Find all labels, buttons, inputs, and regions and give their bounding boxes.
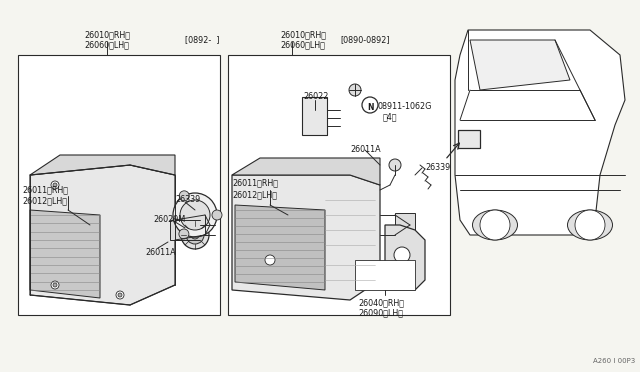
Text: 〨4〩: 〨4〩	[383, 112, 397, 121]
Ellipse shape	[181, 221, 209, 249]
Text: 26090〈LH〉: 26090〈LH〉	[358, 308, 403, 317]
Bar	[458, 130, 480, 148]
Circle shape	[389, 159, 401, 171]
Text: 26011〈RH〉: 26011〈RH〉	[232, 178, 278, 187]
Ellipse shape	[173, 193, 217, 237]
Polygon shape	[232, 175, 380, 300]
Circle shape	[265, 255, 275, 265]
Circle shape	[116, 291, 124, 299]
Text: 26012〈LH〉: 26012〈LH〉	[232, 190, 277, 199]
Bar	[170, 220, 200, 240]
Text: A260 I 00P3: A260 I 00P3	[593, 358, 635, 364]
Circle shape	[397, 265, 407, 275]
Circle shape	[179, 191, 189, 201]
Polygon shape	[232, 158, 380, 185]
Circle shape	[118, 293, 122, 297]
Polygon shape	[455, 30, 625, 235]
Bar	[395, 213, 415, 235]
Text: 26010〈RH〉: 26010〈RH〉	[280, 30, 326, 39]
Polygon shape	[385, 225, 425, 290]
Circle shape	[212, 210, 222, 220]
Ellipse shape	[472, 210, 518, 240]
Polygon shape	[30, 165, 175, 305]
Circle shape	[179, 229, 189, 239]
Ellipse shape	[191, 231, 199, 239]
Text: 26060〈LH〉: 26060〈LH〉	[84, 40, 129, 49]
Circle shape	[53, 283, 57, 287]
Circle shape	[349, 84, 361, 96]
Circle shape	[480, 210, 510, 240]
Text: 26339: 26339	[175, 195, 200, 204]
Polygon shape	[30, 210, 100, 298]
Text: 26012〈LH〉: 26012〈LH〉	[22, 196, 67, 205]
Text: 26339: 26339	[425, 163, 451, 172]
Bar	[355, 260, 415, 290]
Text: 26060〈LH〉: 26060〈LH〉	[280, 40, 325, 49]
Bar	[18, 55, 220, 315]
Ellipse shape	[180, 200, 210, 230]
Circle shape	[394, 247, 410, 263]
Text: [0892-  ]: [0892- ]	[185, 35, 220, 44]
Text: N: N	[367, 103, 373, 112]
Polygon shape	[235, 205, 325, 290]
Text: 26022: 26022	[303, 92, 328, 101]
Text: 26011〈RH〉: 26011〈RH〉	[22, 185, 68, 194]
Circle shape	[51, 281, 59, 289]
Text: 08911-1062G: 08911-1062G	[378, 102, 433, 111]
Text: 26010〈RH〉: 26010〈RH〉	[84, 30, 130, 39]
Circle shape	[362, 97, 378, 113]
Polygon shape	[470, 40, 570, 90]
Text: 26040〈RH〉: 26040〈RH〉	[358, 298, 404, 307]
Ellipse shape	[186, 226, 204, 244]
Circle shape	[51, 181, 59, 189]
Text: 26011A: 26011A	[350, 145, 381, 154]
Circle shape	[53, 183, 57, 187]
Ellipse shape	[568, 210, 612, 240]
Text: 26011A: 26011A	[145, 248, 175, 257]
Text: 26029M: 26029M	[153, 215, 185, 224]
Text: [0890-0892]: [0890-0892]	[340, 35, 390, 44]
Polygon shape	[30, 155, 175, 175]
Bar	[228, 55, 450, 315]
Circle shape	[575, 210, 605, 240]
Bar	[302, 97, 327, 135]
